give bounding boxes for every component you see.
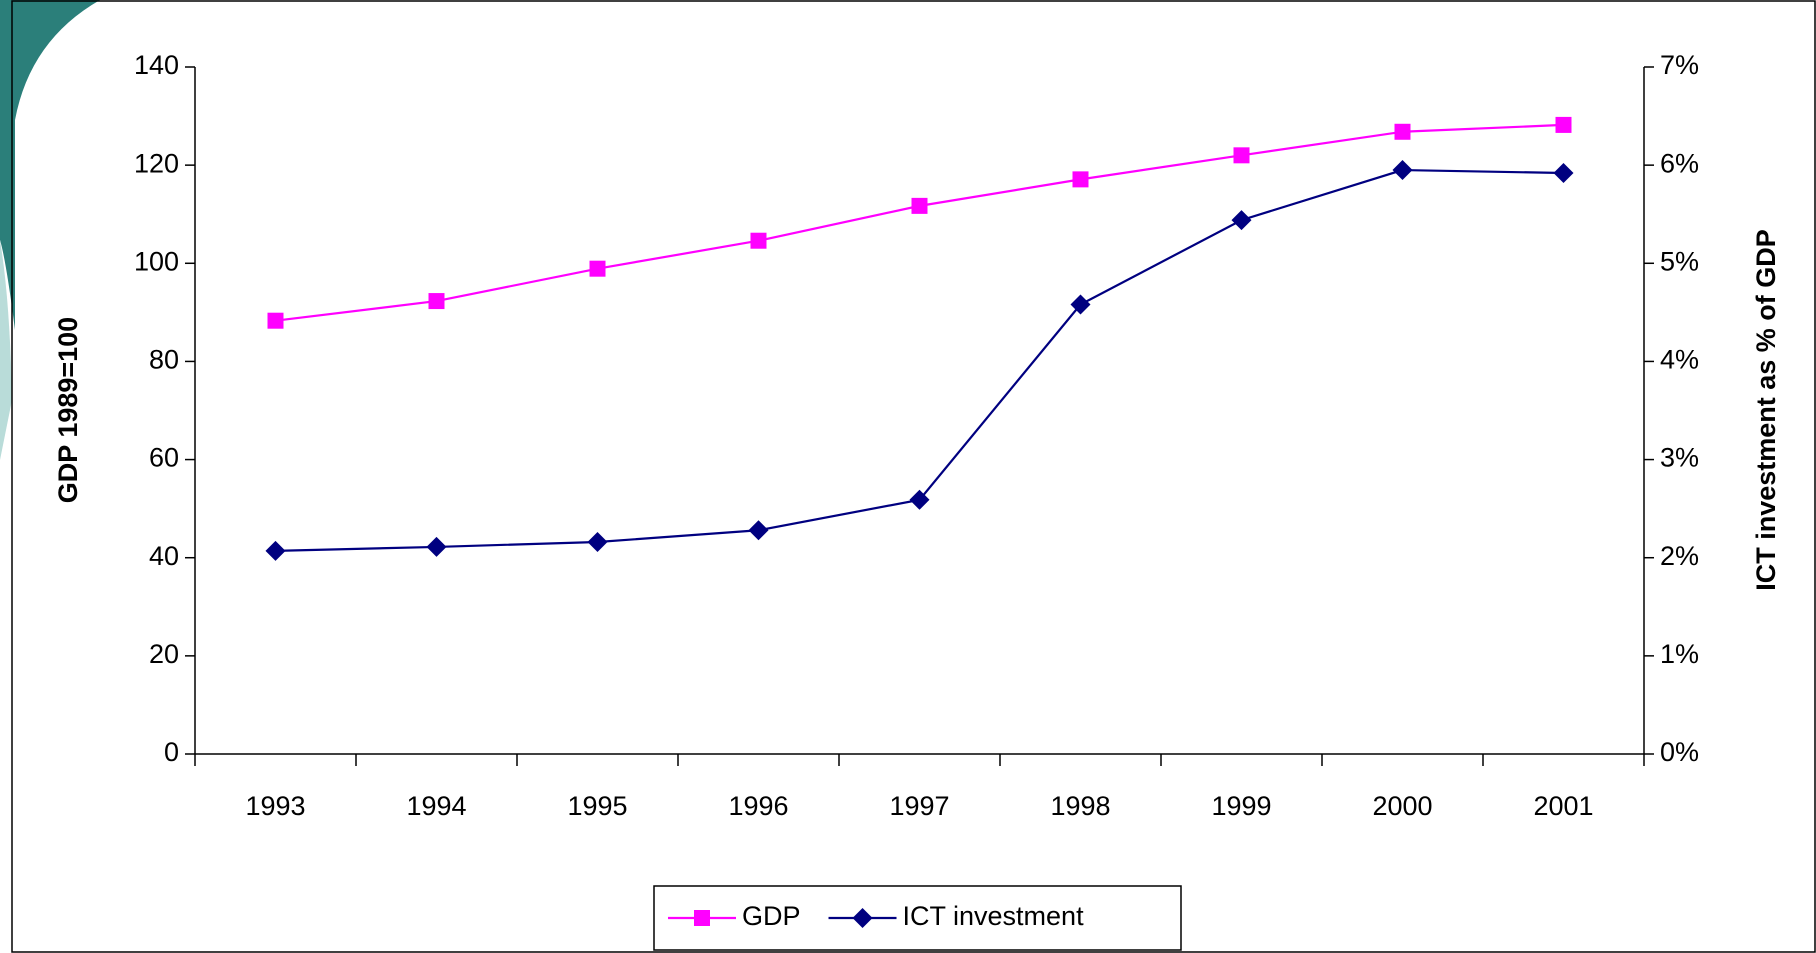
x-tick-label: 1998 [1050,791,1110,821]
y-tick-label: 100 [134,246,179,276]
series-marker [1392,160,1413,181]
y-tick-label: 60 [149,443,179,473]
legend-marker [694,910,710,926]
x-tick-label: 1994 [406,791,466,821]
series-marker [426,536,447,557]
series-marker [909,489,930,510]
y-tick-label: 0 [164,737,179,767]
series-marker [911,197,928,214]
legend-marker [852,908,873,928]
y2-tick-label: 2% [1660,541,1699,571]
x-tick-label: 2001 [1533,791,1593,821]
series-marker [1394,123,1411,140]
decoration [0,240,12,460]
y-axis-title: GDP 1989=100 [53,317,83,503]
decoration [0,0,100,330]
series-marker [1231,210,1252,231]
legend-label: ICT investment [903,901,1085,931]
legend-box [653,885,1182,951]
series-marker [1555,116,1572,133]
y-tick-label: 20 [149,639,179,669]
y2-tick-label: 0% [1660,737,1699,767]
x-tick-label: 1996 [728,791,788,821]
series-marker [1070,294,1091,315]
series-marker [428,293,445,310]
series-marker [750,232,767,249]
series-marker [1072,171,1089,188]
x-tick-label: 1995 [567,791,627,821]
y2-tick-label: 3% [1660,443,1699,473]
series-marker [1233,147,1250,164]
x-tick-label: 1993 [245,791,305,821]
y-tick-label: 80 [149,345,179,375]
x-tick-label: 1999 [1211,791,1271,821]
series-marker [748,520,769,541]
series-marker [1553,162,1574,183]
y2-tick-label: 7% [1660,50,1699,80]
frame [11,0,1816,953]
series-marker [265,540,286,561]
y-tick-label: 140 [134,50,179,80]
series-marker [267,312,284,329]
y-tick-label: 40 [149,541,179,571]
x-tick-label: 1997 [889,791,949,821]
y2-tick-label: 1% [1660,639,1699,669]
series-marker [587,532,608,553]
y2-axis-title: ICT investment as % of GDP [1751,229,1781,591]
y-tick-label: 120 [134,148,179,178]
series-marker [589,260,606,277]
y2-tick-label: 5% [1660,246,1699,276]
x-tick-label: 2000 [1372,791,1432,821]
y2-tick-label: 6% [1660,148,1699,178]
y2-tick-label: 4% [1660,345,1699,375]
legend-label: GDP [742,901,801,931]
